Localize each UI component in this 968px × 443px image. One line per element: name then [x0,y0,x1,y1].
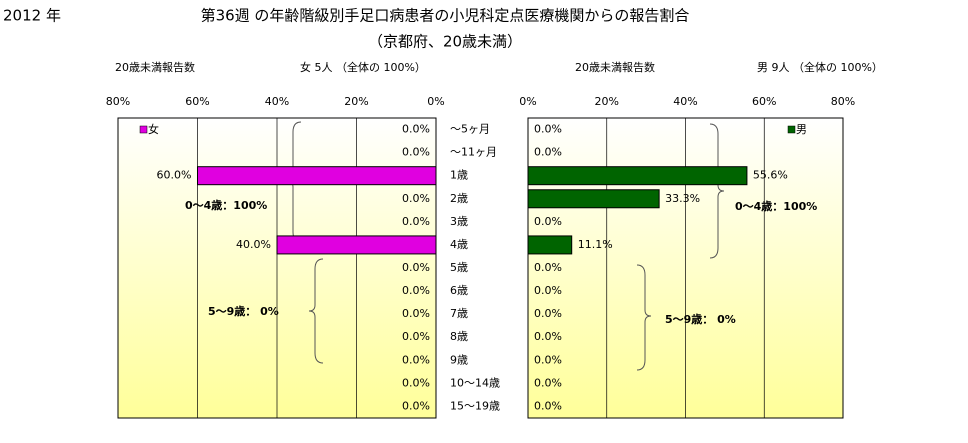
category-label: 8歳 [450,330,468,343]
x-tick-label: 80% [106,95,130,108]
value-label: 0.0% [534,330,562,343]
legend-swatch [787,125,796,134]
category-label: 〜11ヶ月 [450,146,497,159]
year: 2012 年 [3,7,61,25]
chart-title: 第36週 の年齢階級別手足口病患者の小児科定点医療機関からの報告割合 [201,7,690,25]
x-tick-label: 40% [673,95,697,108]
category-label: 6歳 [450,284,468,297]
x-tick-label: 0% [519,95,536,108]
value-label: 0.0% [402,146,430,159]
plot-border [117,117,437,419]
bar [197,166,437,186]
value-label: 0.0% [534,353,562,366]
panel-header: 20歳未満報告数 [575,61,655,74]
x-tick-label: 20% [595,95,619,108]
value-label: 0.0% [534,215,562,228]
value-label: 0.0% [402,284,430,297]
plot-border [527,117,844,419]
x-tick-label: 0% [427,95,444,108]
category-label: 7歳 [450,307,468,320]
value-label: 0.0% [534,146,562,159]
category-label: 4歳 [450,238,468,251]
brace [636,264,652,371]
category-label: 9歳 [450,353,468,366]
panel-summary: 男 9人 （全体の 100%） [757,60,883,74]
x-tick-label: 60% [752,95,776,108]
value-label: 60.0% [157,169,192,182]
value-label: 0.0% [534,376,562,389]
panel-summary: 女 5人 （全体の 100%） [300,60,426,74]
value-label: 0.0% [534,399,562,412]
value-label: 0.0% [402,399,430,412]
category-label: 〜5ヶ月 [450,123,490,136]
value-label: 0.0% [402,215,430,228]
annotation: 5〜9歳： 0% [208,304,279,318]
value-label: 0.0% [402,353,430,366]
value-label: 0.0% [534,261,562,274]
x-tick-label: 20% [344,95,368,108]
value-label: 0.0% [402,261,430,274]
value-label: 0.0% [534,284,562,297]
value-label: 0.0% [402,123,430,136]
value-label: 40.0% [236,238,271,251]
legend-label: 女 [148,122,159,136]
value-label: 0.0% [402,192,430,205]
bar [276,235,437,255]
category-label: 10〜14歳 [450,376,500,389]
category-label: 5歳 [450,261,468,274]
brace [709,123,725,259]
value-label: 0.0% [534,307,562,320]
value-label: 0.0% [402,376,430,389]
x-tick-label: 80% [831,95,855,108]
x-tick-label: 60% [185,95,209,108]
bar [527,235,573,255]
value-label: 0.0% [534,123,562,136]
bar [527,166,748,186]
value-label: 11.1% [578,238,613,251]
annotation: 5〜9歳： 0% [665,312,736,326]
category-label: 15〜19歳 [450,399,500,412]
annotation: 0〜4歳：100% [185,198,267,212]
legend-swatch [139,125,148,134]
value-label: 33.3% [665,192,700,205]
chart-subtitle: （京都府、20歳未満） [368,33,522,51]
x-tick-label: 40% [265,95,289,108]
bar [527,189,660,209]
value-label: 0.0% [402,307,430,320]
legend-label: 男 [796,123,807,136]
panel-header: 20歳未満報告数 [115,61,195,74]
category-label: 1歳 [450,169,468,182]
brace [308,258,324,364]
value-label: 0.0% [402,330,430,343]
value-label: 55.6% [753,169,788,182]
category-label: 3歳 [450,215,468,228]
category-label: 2歳 [450,192,468,205]
annotation: 0〜4歳：100% [735,199,817,213]
